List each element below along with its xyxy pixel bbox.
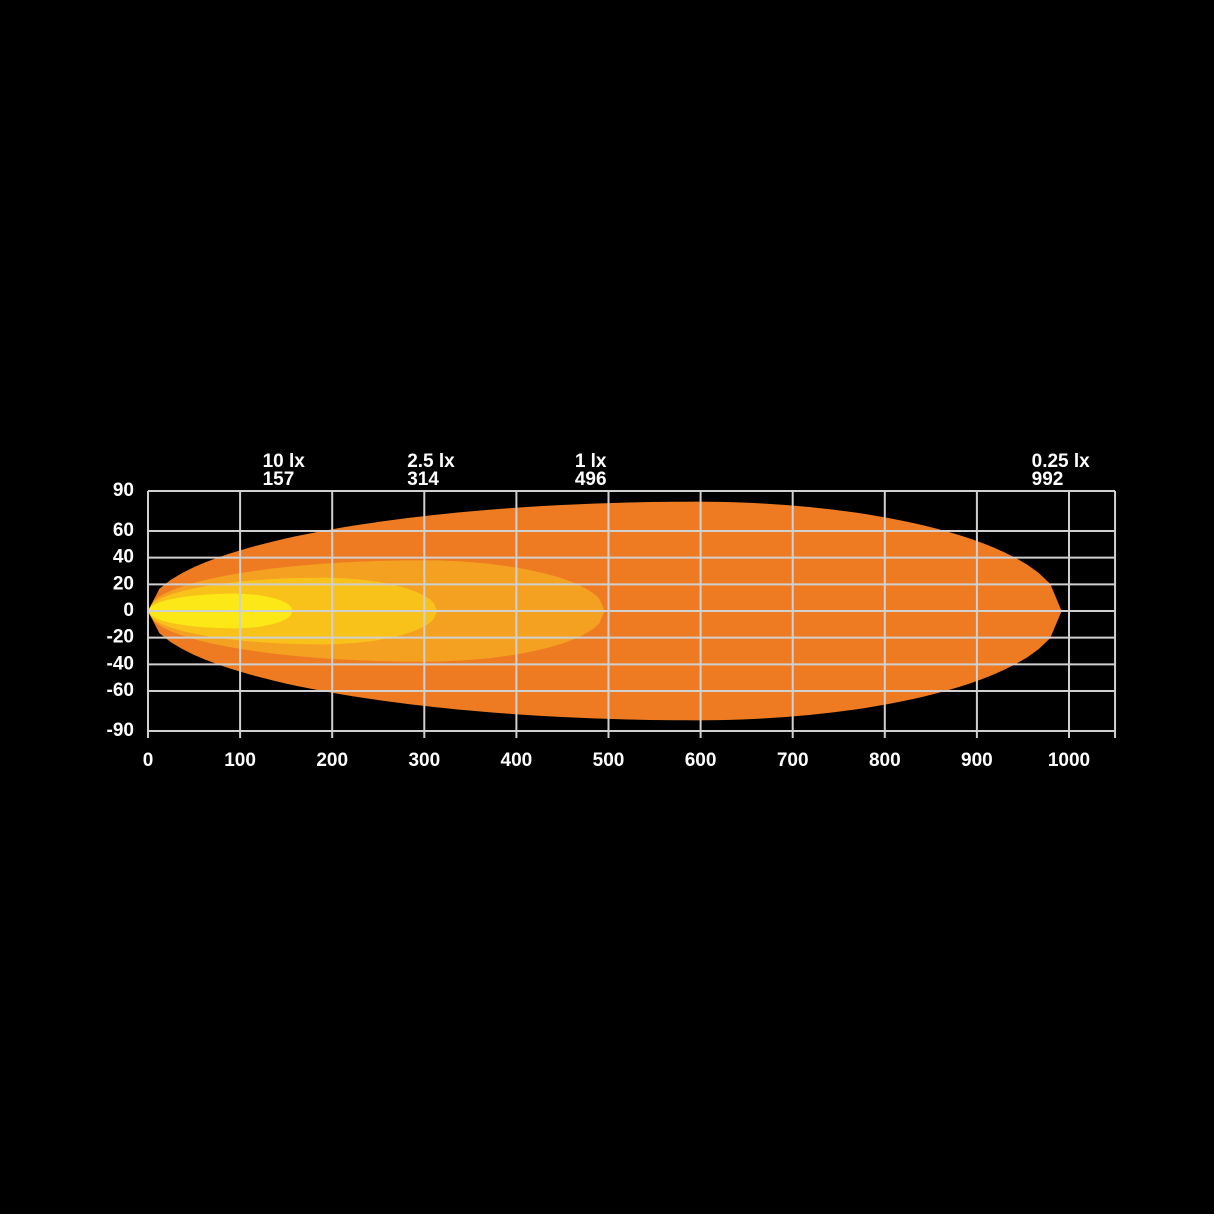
y-tick-label: -90 bbox=[107, 720, 134, 741]
y-tick-label: 40 bbox=[113, 547, 134, 568]
contour-name: 2.5 lx bbox=[407, 451, 455, 472]
x-tick-label: 800 bbox=[869, 750, 901, 771]
x-tick-label: 200 bbox=[316, 750, 348, 771]
x-tick-label: 400 bbox=[501, 750, 533, 771]
y-tick-label: 90 bbox=[113, 480, 134, 501]
contour-name: 0.25 lx bbox=[1032, 451, 1091, 472]
grid bbox=[147, 490, 1117, 738]
y-tick-label: 0 bbox=[123, 600, 134, 621]
y-tick-label: 20 bbox=[113, 573, 134, 594]
y-tick-label: -20 bbox=[107, 627, 134, 648]
x-tick-label: 1000 bbox=[1048, 750, 1090, 771]
x-tick-label: 600 bbox=[685, 750, 717, 771]
x-tick-label: 500 bbox=[593, 750, 625, 771]
x-tick-label: 300 bbox=[408, 750, 440, 771]
y-tick-label: -40 bbox=[107, 653, 134, 674]
contour-name: 10 lx bbox=[263, 451, 306, 472]
x-tick-label: 0 bbox=[143, 750, 154, 771]
contour-reach: 496 bbox=[575, 469, 607, 490]
contour-reach: 992 bbox=[1032, 469, 1064, 490]
y-tick-label: -60 bbox=[107, 680, 134, 701]
x-tick-label: 100 bbox=[224, 750, 256, 771]
x-tick-label: 900 bbox=[961, 750, 993, 771]
contour-reach: 314 bbox=[407, 469, 439, 490]
contour-name: 1 lx bbox=[575, 451, 607, 472]
y-tick-label: 60 bbox=[113, 520, 134, 541]
x-tick-label: 700 bbox=[777, 750, 809, 771]
contour-reach: 157 bbox=[263, 469, 295, 490]
